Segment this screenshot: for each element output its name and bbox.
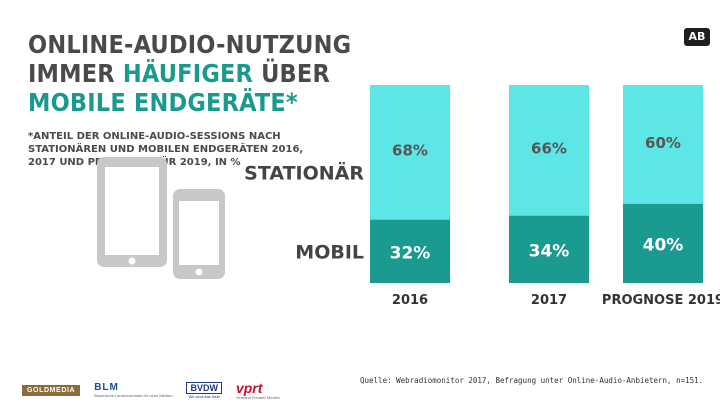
year-label-2019: PROGNOSE 2019 [602,293,720,308]
bar-mobil-2017 [509,215,589,283]
title-line-2c: ÜBER [253,59,330,88]
logo-blm: BLM Bayerische Landeszentrale für neue M… [94,382,172,398]
source-note: Quelle: Webradiomonitor 2017, Befragung … [360,376,704,385]
logo-goldmedia: GOLDMEDIA [22,384,81,396]
devices-illustration [97,157,229,283]
phone-icon [169,185,229,283]
bar-stationaer-2017 [509,85,589,216]
logo-bvdw-text: BVDW [186,381,222,394]
partner-logos: GOLDMEDIA BLM Bayerische Landeszentrale … [22,378,280,402]
logo-bvdw: BVDW Wir sind das Netz [186,381,222,399]
bar-mobil-2016 [370,219,450,283]
value-label-mobil: 32% [390,243,431,263]
title-line-3: MOBILE ENDGERÄTE* [28,88,298,117]
logo-vprt: vprt Verband Privater Medien [236,381,280,400]
logo-blm-subtext: Bayerische Landeszentrale für neue Medie… [94,393,173,398]
title-line-2a: IMMER [28,59,123,88]
legend-label-stationaer: STATIONÄR [244,161,364,185]
logo-vprt-text: vprt [235,379,263,396]
title-line-2-accent: HÄUFIGER [122,59,254,88]
value-label-mobil: 34% [529,241,570,261]
bar-mobil-prognose-2019 [623,203,703,283]
value-label-stationaer: 66% [531,140,567,158]
year-label-2017: 2017 [531,293,567,308]
year-label-2016: 2016 [392,293,428,308]
bar-stationaer-prognose-2019 [623,85,703,204]
bar-stationaer-2016 [370,85,450,220]
logo-vprt-subtext: Verband Privater Medien [235,394,280,400]
badge-ab: AB [684,28,710,46]
value-label-stationaer: 60% [645,134,681,152]
page-title: ONLINE-AUDIO-NUTZUNG IMMER HÄUFIGER ÜBER… [28,30,351,117]
logo-blm-text: BLM [94,382,119,393]
value-label-stationaer: 68% [392,142,428,160]
legend-label-mobil: MOBIL [295,241,364,263]
title-line-1: ONLINE-AUDIO-NUTZUNG [28,30,352,59]
tablet-icon [97,157,167,267]
value-label-mobil: 40% [643,235,684,255]
logo-bvdw-subtext: Wir sind das Netz [188,393,220,399]
